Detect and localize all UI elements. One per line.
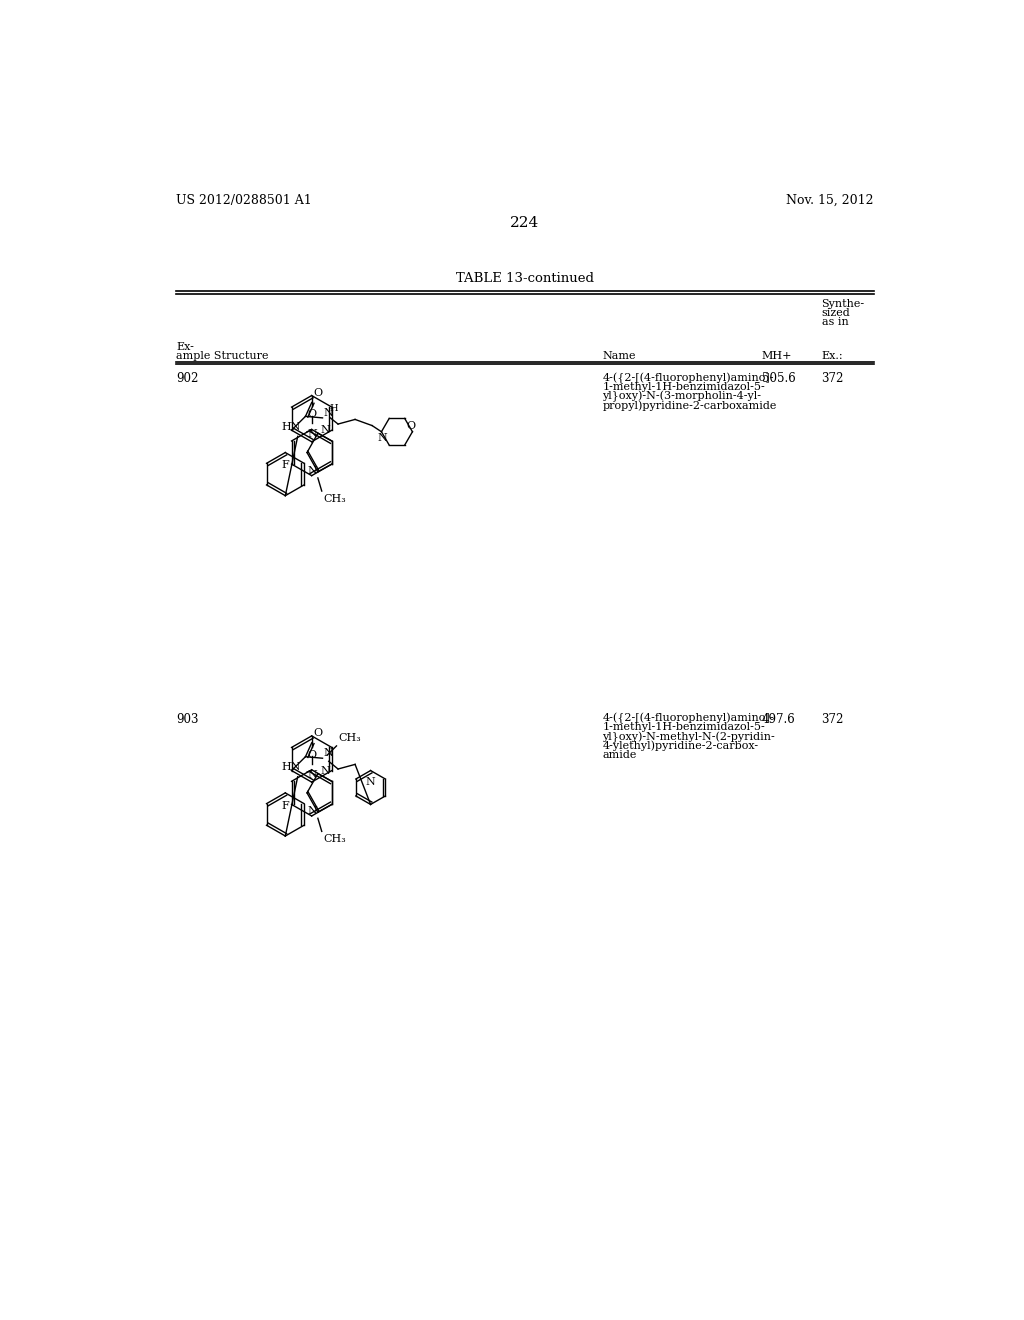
Text: 505.6: 505.6 [762, 372, 796, 385]
Text: O: O [313, 729, 323, 738]
Text: CH₃: CH₃ [324, 494, 346, 504]
Text: N: N [378, 433, 388, 442]
Text: HN: HN [282, 422, 301, 432]
Text: Nov. 15, 2012: Nov. 15, 2012 [786, 194, 873, 207]
Text: O: O [307, 750, 316, 760]
Text: O: O [307, 409, 316, 420]
Text: 497.6: 497.6 [762, 713, 796, 726]
Text: N: N [324, 748, 333, 758]
Text: CH₃: CH₃ [324, 834, 346, 845]
Text: US 2012/0288501 A1: US 2012/0288501 A1 [176, 194, 311, 207]
Text: yl}oxy)-N-(3-morpholin-4-yl-: yl}oxy)-N-(3-morpholin-4-yl- [602, 391, 761, 403]
Text: 4-ylethyl)pyridine-2-carbox-: 4-ylethyl)pyridine-2-carbox- [602, 741, 759, 751]
Text: 372: 372 [821, 713, 844, 726]
Text: N: N [307, 770, 317, 780]
Text: amide: amide [602, 750, 637, 760]
Text: O: O [407, 421, 416, 430]
Text: 372: 372 [821, 372, 844, 385]
Text: HN: HN [282, 763, 301, 772]
Text: H: H [330, 404, 338, 413]
Text: F: F [282, 461, 289, 470]
Text: 902: 902 [176, 372, 199, 385]
Text: ample Structure: ample Structure [176, 351, 268, 360]
Text: Name: Name [602, 351, 636, 360]
Text: Synthe-: Synthe- [821, 298, 864, 309]
Text: 4-({2-[(4-fluorophenyl)amino]-: 4-({2-[(4-fluorophenyl)amino]- [602, 713, 774, 725]
Text: N: N [366, 776, 376, 787]
Text: 903: 903 [176, 713, 199, 726]
Text: Ex-: Ex- [176, 342, 194, 351]
Text: N: N [324, 408, 333, 417]
Text: sized: sized [821, 308, 850, 318]
Text: N: N [307, 466, 317, 475]
Text: O: O [313, 388, 323, 397]
Text: F: F [282, 800, 289, 810]
Text: yl}oxy)-N-methyl-N-(2-pyridin-: yl}oxy)-N-methyl-N-(2-pyridin- [602, 731, 775, 743]
Text: TABLE 13-continued: TABLE 13-continued [456, 272, 594, 285]
Text: propyl)pyridine-2-carboxamide: propyl)pyridine-2-carboxamide [602, 400, 776, 411]
Text: N: N [321, 766, 331, 776]
Text: Ex.:: Ex.: [821, 351, 843, 360]
Text: 224: 224 [510, 216, 540, 230]
Text: MH+: MH+ [762, 351, 793, 360]
Text: CH₃: CH₃ [338, 733, 360, 743]
Text: 4-({2-[(4-fluorophenyl)amino]-: 4-({2-[(4-fluorophenyl)amino]- [602, 372, 774, 384]
Text: N: N [321, 425, 331, 436]
Text: N: N [307, 429, 317, 440]
Text: 1-methyl-1H-benzimidazol-5-: 1-methyl-1H-benzimidazol-5- [602, 722, 765, 733]
Text: N: N [307, 807, 317, 816]
Text: 1-methyl-1H-benzimidazol-5-: 1-methyl-1H-benzimidazol-5- [602, 381, 765, 392]
Text: as in: as in [821, 317, 848, 327]
